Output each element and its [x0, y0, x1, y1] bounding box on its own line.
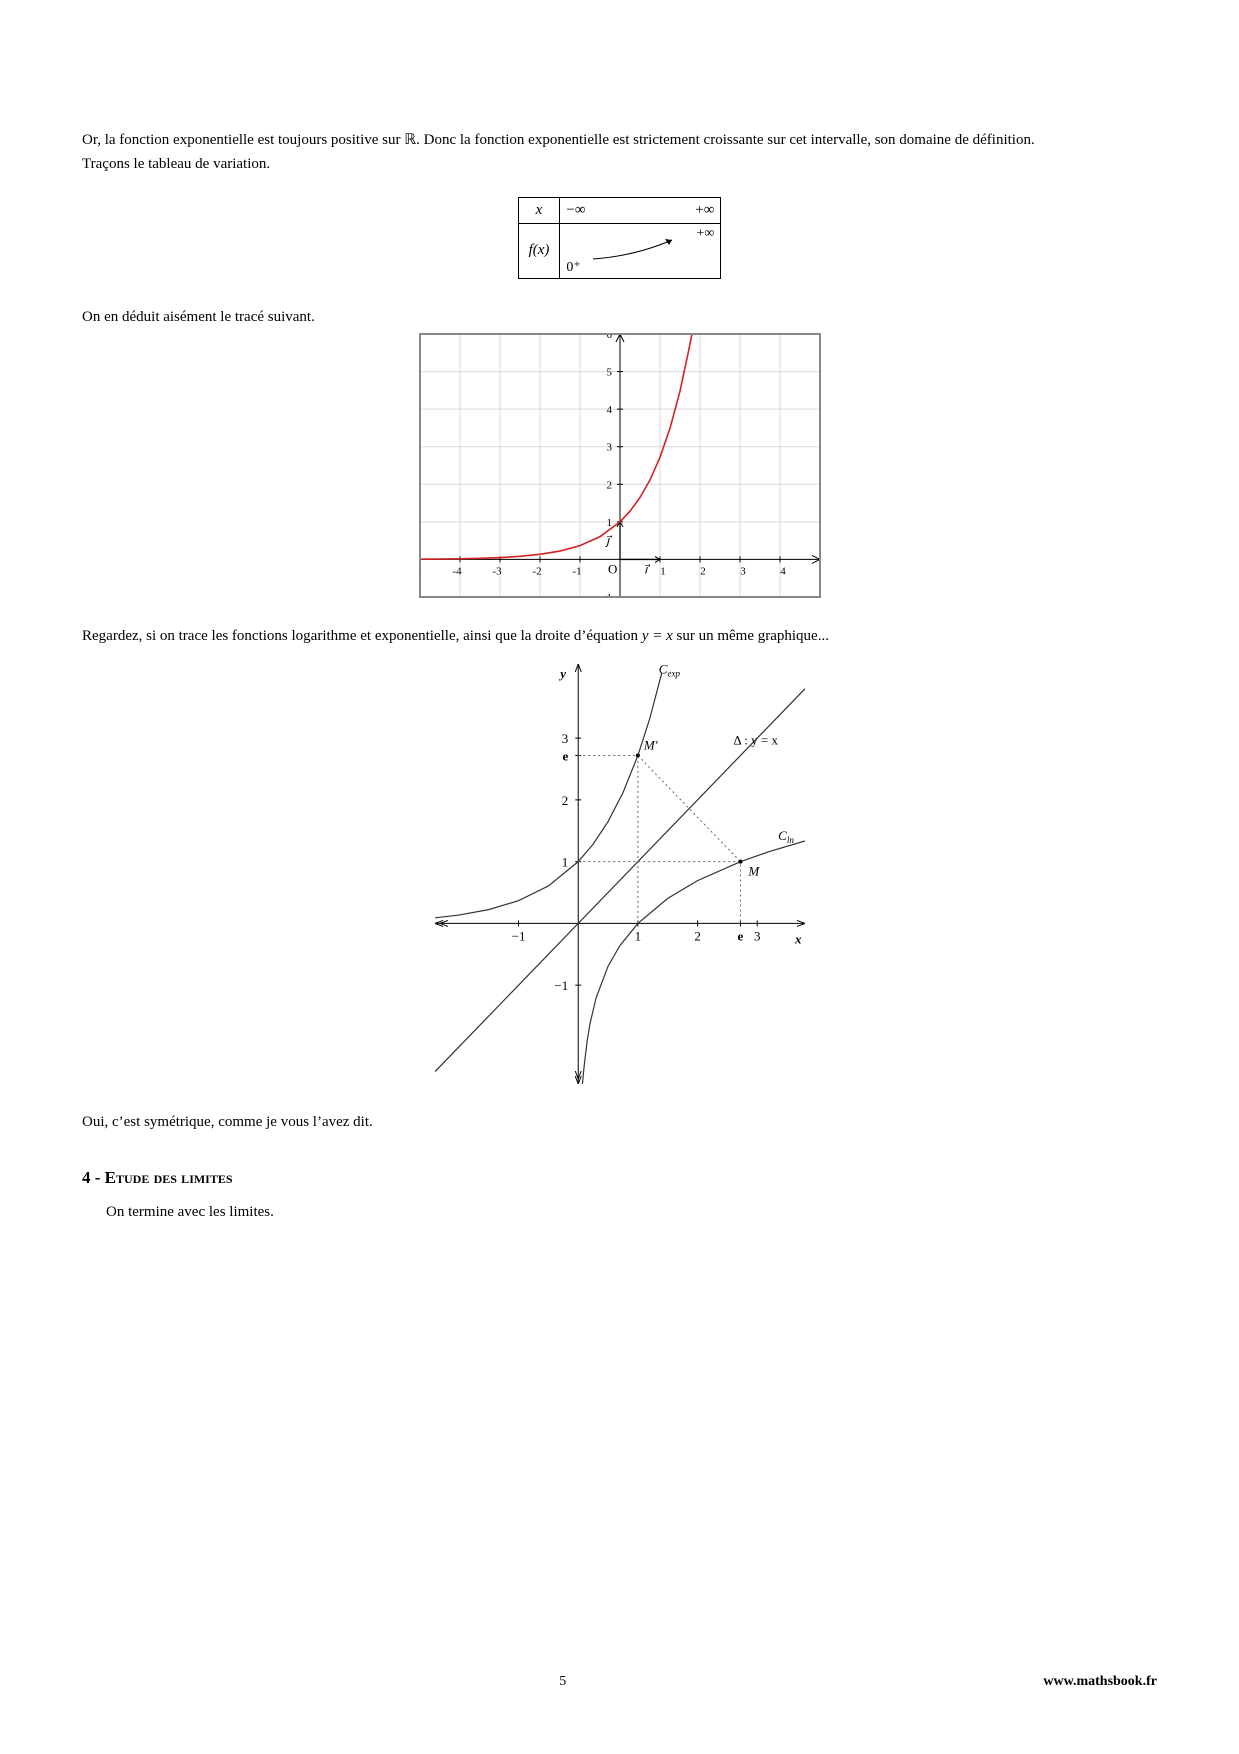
- para-6: On termine avec les limites.: [82, 1202, 1157, 1222]
- svg-text:1: 1: [606, 517, 612, 529]
- svg-text:−1: −1: [511, 928, 525, 943]
- page-number: 5: [559, 1674, 566, 1690]
- svg-text:e: e: [737, 928, 743, 943]
- para-4: Regardez, si on trace les fonctions loga…: [82, 626, 1157, 646]
- svg-text:Cexp: Cexp: [658, 664, 680, 678]
- vt-zero-plus: 0⁺: [566, 259, 580, 276]
- para-1: Or, la fonction exponentielle est toujou…: [82, 130, 1157, 150]
- site-link: www.mathsbook.fr: [1043, 1674, 1157, 1690]
- svg-text:1: 1: [660, 565, 666, 577]
- svg-text:e: e: [562, 749, 568, 764]
- svg-text:2: 2: [700, 565, 706, 577]
- svg-text:y: y: [558, 666, 566, 681]
- svg-text:-2: -2: [532, 565, 541, 577]
- para-5: Oui, c’est symétrique, comme je vous l’a…: [82, 1112, 1157, 1132]
- symmetry-chart: −1123e−1123exyMM'CexpClnΔ : y = x: [435, 664, 805, 1084]
- variation-table-wrap: x −∞ +∞ f(x) +∞ 0⁺: [82, 193, 1157, 279]
- vt-arrow-icon: [590, 234, 680, 264]
- svg-text:-1: -1: [572, 565, 581, 577]
- svg-text:x: x: [794, 931, 802, 946]
- svg-text:-1: -1: [602, 592, 611, 598]
- page-footer: 5 www.mathsbook.fr: [0, 1674, 1239, 1690]
- svg-text:4: 4: [606, 404, 612, 416]
- svg-text:2: 2: [606, 479, 612, 491]
- svg-text:M: M: [747, 864, 760, 879]
- exp-chart: -5-4-3-2-112345-1123456Oi⃗j⃗: [419, 333, 821, 598]
- svg-text:1: 1: [561, 855, 568, 870]
- vt-x: x: [518, 197, 560, 223]
- svg-text:5: 5: [820, 565, 821, 577]
- variation-table: x −∞ +∞ f(x) +∞ 0⁺: [518, 197, 722, 279]
- svg-text:5: 5: [606, 366, 612, 378]
- svg-text:M': M': [642, 738, 657, 753]
- vt-posinf: +∞: [695, 202, 714, 219]
- vt-top-right: +∞: [697, 226, 715, 242]
- para-3: On en déduit aisément le tracé suivant.: [82, 307, 1157, 327]
- svg-text:-4: -4: [452, 565, 462, 577]
- svg-text:Cln: Cln: [778, 828, 794, 845]
- svg-text:3: 3: [561, 731, 568, 746]
- svg-text:4: 4: [780, 565, 786, 577]
- svg-text:O: O: [608, 561, 617, 576]
- svg-text:1: 1: [634, 928, 641, 943]
- svg-text:2: 2: [561, 793, 568, 808]
- vt-neginf: −∞: [566, 202, 585, 219]
- svg-text:3: 3: [754, 928, 761, 943]
- vt-fx: f(x): [518, 223, 560, 278]
- svg-text:3: 3: [740, 565, 746, 577]
- svg-text:-3: -3: [492, 565, 502, 577]
- svg-text:2: 2: [694, 928, 701, 943]
- para-2: Traçons le tableau de variation.: [82, 154, 1157, 174]
- svg-text:Δ : y = x: Δ : y = x: [733, 732, 778, 747]
- svg-text:3: 3: [606, 441, 612, 453]
- svg-text:−1: −1: [554, 978, 568, 993]
- section-heading: 4 - Etude des limites: [82, 1168, 1157, 1188]
